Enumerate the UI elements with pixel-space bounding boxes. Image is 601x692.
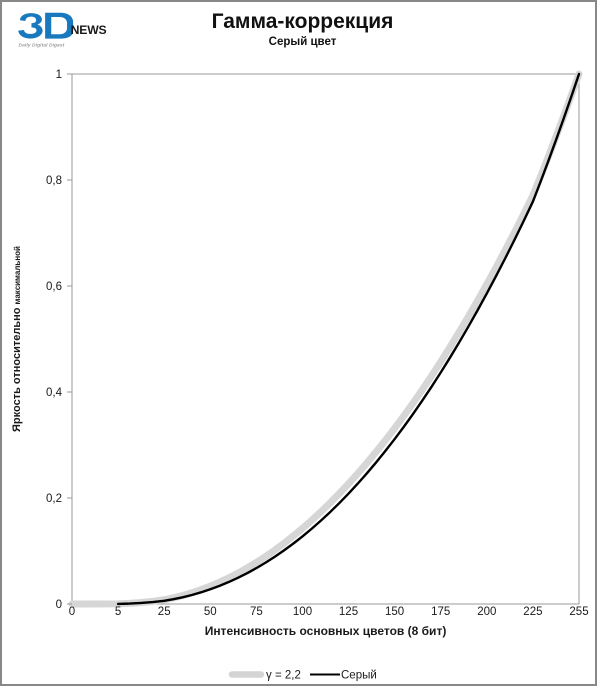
svg-text:Серый: Серый xyxy=(341,670,377,682)
svg-text:150: 150 xyxy=(385,606,404,618)
svg-text:γ = 2,2: γ = 2,2 xyxy=(266,670,301,682)
svg-text:0,2: 0,2 xyxy=(46,493,62,505)
svg-text:0,4: 0,4 xyxy=(46,387,63,399)
svg-text:0: 0 xyxy=(69,606,75,618)
svg-text:175: 175 xyxy=(431,606,450,618)
svg-text:1: 1 xyxy=(56,69,62,81)
svg-text:0,8: 0,8 xyxy=(46,175,62,187)
svg-text:5: 5 xyxy=(115,606,121,618)
svg-text:Интенсивность основных цвето: Интенсивность основных цветов (8 бит) xyxy=(205,624,447,638)
svg-text:0: 0 xyxy=(56,599,62,611)
svg-text:Яркость относительно максималь: Яркость относительно максимальной xyxy=(11,246,23,432)
svg-text:200: 200 xyxy=(477,606,496,618)
svg-text:125: 125 xyxy=(339,606,358,618)
svg-text:75: 75 xyxy=(250,606,263,618)
svg-text:225: 225 xyxy=(523,606,542,618)
svg-text:255: 255 xyxy=(569,606,588,618)
svg-text:100: 100 xyxy=(293,606,312,618)
svg-text:0,6: 0,6 xyxy=(46,281,62,293)
svg-text:25: 25 xyxy=(158,606,171,618)
svg-text:50: 50 xyxy=(204,606,217,618)
